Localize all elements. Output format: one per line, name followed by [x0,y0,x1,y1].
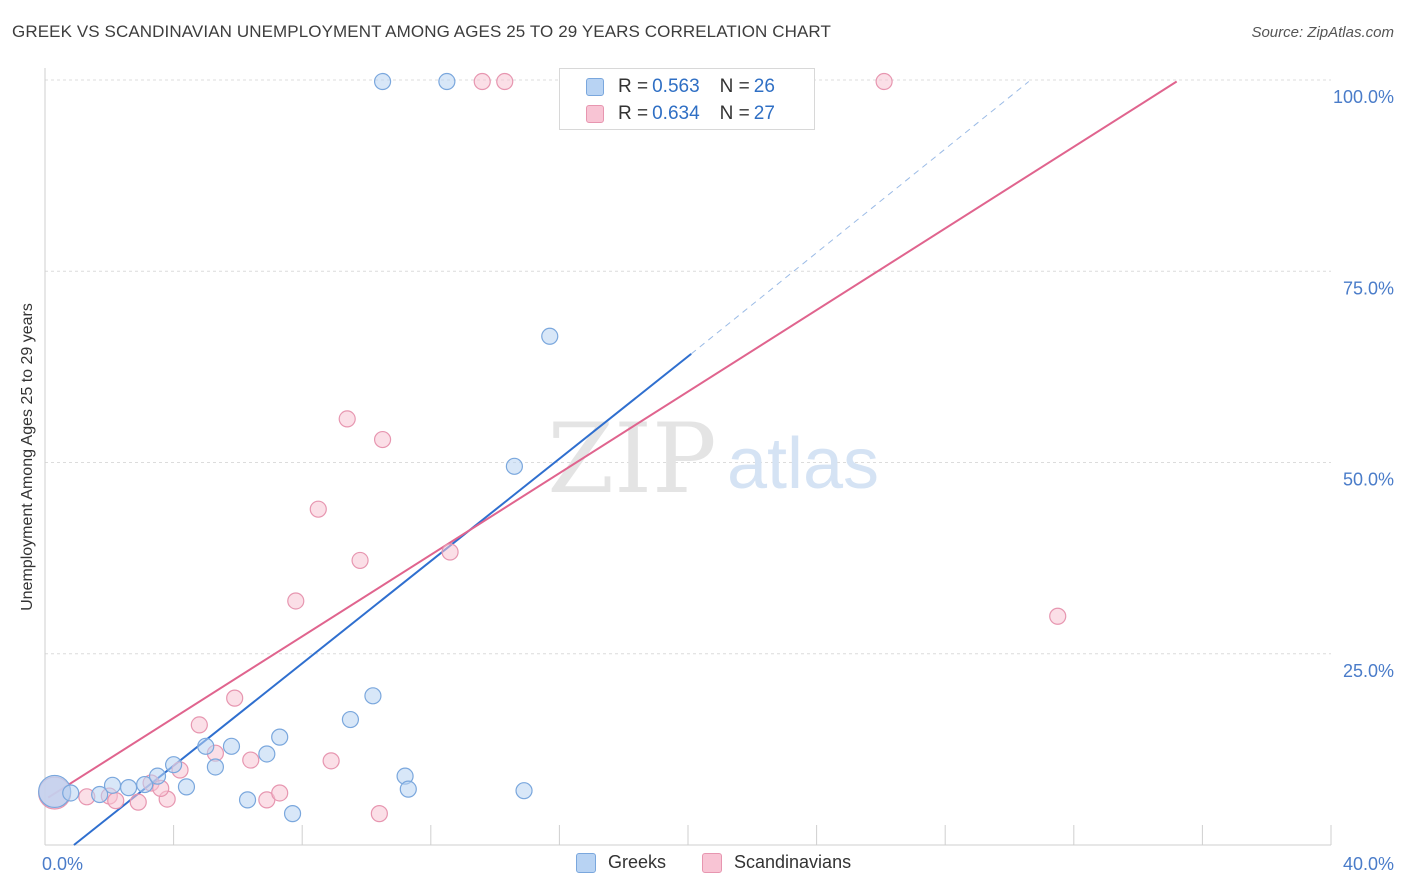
point-greeks [258,745,276,763]
point-greeks [283,805,302,823]
x-tick-label: 0.0% [42,854,83,874]
series-legend: Greeks Scandinavians [0,852,1406,876]
point-greeks [438,72,456,91]
series-legend-greeks: Greeks [576,852,666,873]
axis-layer [44,68,1332,846]
legend-n-label: N = [719,103,750,124]
point-greeks [541,327,559,345]
y-tick-label: 50.0% [1343,470,1394,490]
point-greeks [341,710,360,729]
watermark-atlas: atlas [727,424,879,504]
legend-n-value: 27 [753,103,775,124]
watermark-zip: ZIP [547,403,716,515]
legend-swatch-greeks [586,78,604,96]
chart-title: GREEK VS SCANDINAVIAN UNEMPLOYMENT AMONG… [12,22,831,41]
correlation-legend: R = 0.563 N = 26 R = 0.634 N = 27 [559,68,815,130]
point-greeks [505,457,523,475]
point-greeks [148,767,167,785]
legend-swatch-scandinavians [586,105,604,123]
trend-line-scandinavians [47,80,1178,799]
point-scandinavians [322,752,340,770]
point-greeks [119,779,138,797]
series-legend-scandinavians: Scandinavians [702,852,851,873]
point-scandinavians [338,410,356,428]
point-greeks [364,687,382,705]
point-greeks [238,791,257,809]
point-scandinavians [1049,607,1067,625]
series-swatch-scandinavians [702,852,722,873]
x-tick-label: 40.0% [1343,854,1394,874]
point-scandinavians [226,689,244,707]
point-greeks [103,776,122,794]
legend-r-label: R = [618,76,649,97]
y-tick-label: 75.0% [1343,278,1394,298]
point-scandinavians [242,751,260,769]
legend-row-greeks: R = 0.563 N = 26 [586,76,775,98]
point-scandinavians [373,430,392,449]
y-tick-label: 100.0% [1333,87,1394,107]
point-greeks [399,780,417,798]
series-swatch-greeks [576,852,596,873]
point-greeks [373,72,392,91]
legend-r-value: 0.634 [652,103,700,124]
point-scandinavians [287,592,305,610]
point-greeks [222,737,241,755]
point-greeks [271,728,289,746]
y-tick-label: 25.0% [1343,661,1394,681]
watermark: ZIP atlas [547,403,879,515]
point-greeks [177,778,196,796]
point-scandinavians [496,72,514,91]
tick-labels: 25.0% 50.0% 75.0% 100.0% 0.0% 40.0% [42,87,1394,874]
point-scandinavians [875,72,893,91]
point-greeks [165,756,183,774]
point-scandinavians [351,551,369,570]
point-greeks [136,775,154,794]
series-label-greeks: Greeks [608,852,667,872]
legend-row-scandinavians: R = 0.634 N = 27 [586,103,775,125]
point-greeks [62,784,80,802]
point-scandinavians [271,784,289,802]
point-greeks [91,785,109,804]
point-scandinavians [473,72,491,91]
point-greeks [206,758,224,776]
point-scandinavians [107,792,125,810]
grid-layer [45,79,1331,655]
point-scandinavians [370,805,388,823]
source-label: Source: ZipAtlas.com [1251,24,1394,41]
point-scandinavians [129,793,147,811]
point-greeks [515,782,533,800]
trend-line-greeks [73,353,692,846]
point-scandinavians [441,543,459,561]
legend-n-label: N = [719,76,750,97]
point-greeks [197,737,215,755]
series-label-scandinavians: Scandinavians [734,852,852,872]
legend-r-label: R = [618,103,649,124]
point-scandinavians [309,500,327,518]
data-points [38,72,1067,823]
point-scandinavians [190,716,208,734]
legend-n-value: 26 [753,76,775,97]
legend-r-value: 0.563 [652,76,700,97]
